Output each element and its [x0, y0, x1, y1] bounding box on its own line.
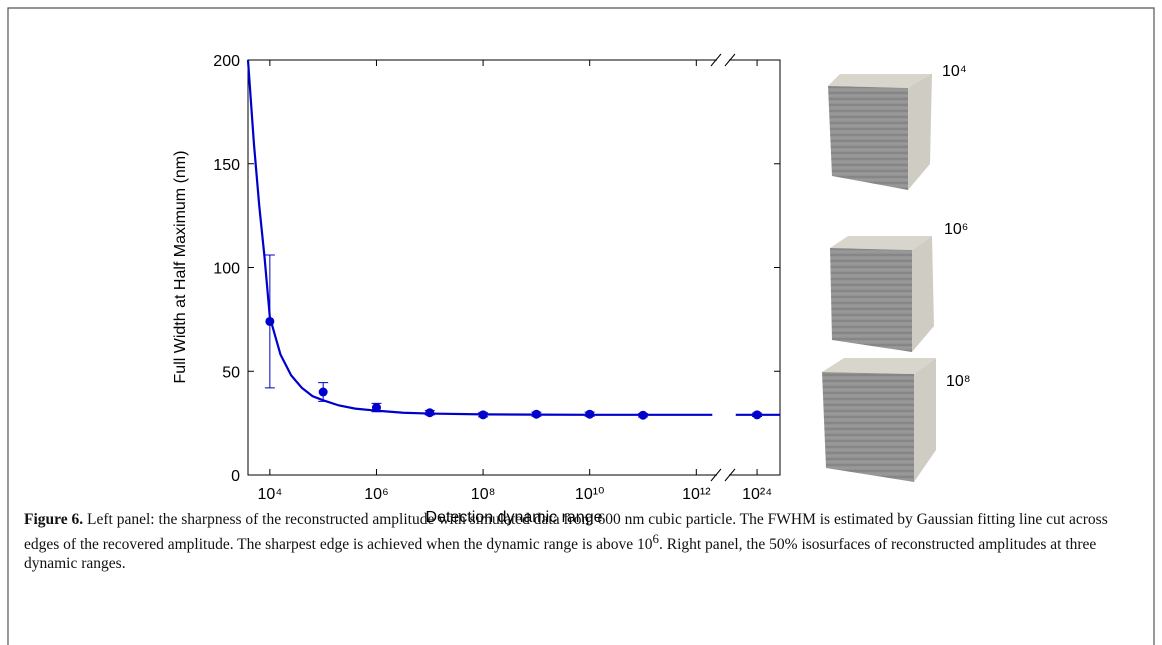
fit-curve: [248, 60, 780, 415]
y-tick-label: 100: [213, 261, 240, 278]
x-tick-label: 10¹⁰: [575, 486, 605, 503]
data-point: [753, 410, 762, 419]
caption: Figure 6. Left panel: the sharpness of t…: [24, 510, 1134, 573]
cube: [822, 358, 936, 482]
y-tick-label: 50: [222, 364, 240, 381]
data-point: [585, 410, 594, 419]
y-axis-label: Full Width at Half Maximum (nm): [172, 151, 189, 384]
data-point: [372, 403, 381, 412]
y-tick-label: 200: [213, 53, 240, 70]
cube: [828, 74, 932, 190]
data-point: [639, 411, 648, 420]
data-point: [425, 408, 434, 417]
x-tick-label: 10⁴: [258, 486, 283, 503]
data-point: [532, 410, 541, 419]
y-tick-label: 0: [231, 468, 240, 485]
y-tick-label: 150: [213, 157, 240, 174]
caption-label: Figure 6.: [24, 511, 83, 528]
axis-frame: [248, 60, 780, 475]
x-tick-label: 10⁶: [364, 486, 388, 503]
x-tick-label: 10²⁴: [742, 486, 772, 503]
cube-label: 10⁸: [946, 373, 971, 390]
cube-label: 10⁴: [942, 63, 967, 80]
x-tick-label: 10¹²: [682, 486, 711, 503]
data-point: [265, 317, 274, 326]
data-point: [479, 410, 488, 419]
cube-label: 10⁶: [944, 221, 968, 238]
page: {"chart_data": {"type": "line", "ylabel"…: [0, 0, 1162, 645]
data-point: [319, 388, 328, 397]
x-tick-label: 10⁸: [471, 486, 496, 503]
cube: [830, 236, 934, 352]
